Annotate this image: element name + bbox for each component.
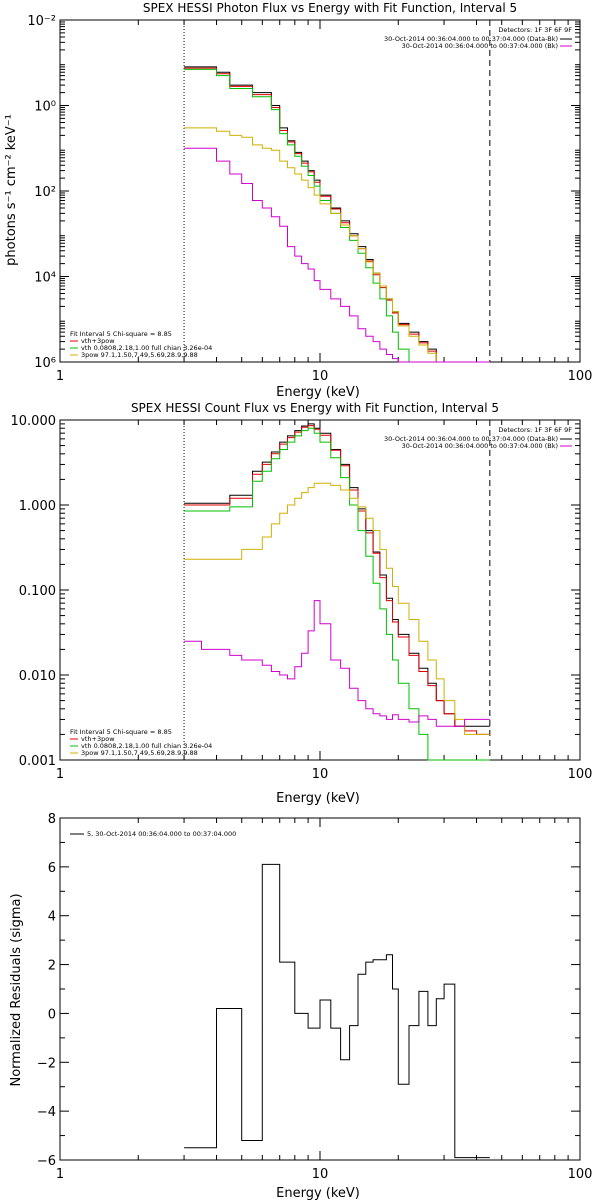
count-flux-title: SPEX HESSI Count Flux vs Energy with Fit… — [131, 401, 499, 415]
count-xtick-label: 100 — [568, 767, 593, 782]
photon-series-vth-3pow — [184, 67, 490, 363]
photon-series-bk — [184, 147, 490, 363]
count-series-bk — [184, 600, 490, 727]
resid-ytick-label: −2 — [37, 1056, 56, 1071]
photon-xtick-label: 100 — [568, 369, 593, 384]
resid-ytick-label: 6 — [48, 861, 56, 876]
resid-ytick-label: 2 — [48, 959, 56, 974]
photon-xtick-label: 10 — [312, 369, 329, 384]
photon-series-vth — [184, 68, 490, 363]
resid-ytick-label: 8 — [48, 812, 56, 827]
photon-ytick-label: 10⁻² — [27, 14, 56, 29]
count-xtick-label: 10 — [312, 767, 329, 782]
resid-xtick-label: 100 — [568, 1167, 593, 1182]
count-ytick-label: 0.100 — [19, 584, 56, 599]
residuals-ylabel: Normalized Residuals (sigma) — [9, 893, 24, 1086]
photon-flux-ylabel: photons s⁻¹ cm⁻² keV⁻¹ — [4, 114, 19, 266]
count-ytick-label: 1.000 — [19, 499, 56, 514]
photon-series-3pow — [184, 127, 490, 363]
resid-ytick-label: 0 — [48, 1007, 56, 1022]
photon-series-data-bk — [184, 66, 490, 363]
resid-xtick-label: 1 — [56, 1167, 64, 1182]
count-ytick-label: 10.000 — [11, 414, 57, 429]
photon-xtick-label: 1 — [56, 369, 64, 384]
count-flux-frame — [59, 419, 581, 761]
residuals-frame — [59, 817, 581, 1161]
photon-legend-entry: 30-Oct-2014 00:36:04.000 to 00:37:04.000… — [402, 42, 558, 50]
photon-fit-legend-entry: vth+3pow — [81, 337, 115, 345]
count-xtick-label: 1 — [56, 767, 64, 782]
photon-fit-legend-entry: 3pow 97.1,1.50,7.49,5.69,28.9,9.88 — [81, 351, 198, 359]
count-legend-entry: 30-Oct-2014 00:36:04.000 to 00:37:04.000… — [384, 435, 558, 443]
resid-ytick-label: −6 — [37, 1154, 56, 1169]
resid-ytick-label: −4 — [37, 1105, 56, 1120]
residuals-panel: Energy (keV) Normalized Residuals (sigma… — [9, 812, 592, 1200]
photon-flux-panel: SPEX HESSI Photon Flux vs Energy with Fi… — [4, 1, 592, 400]
count-fit-legend-header: Fit Interval 5 Chi-square = 8.85 — [70, 728, 172, 736]
count-legend-entry: 30-Oct-2014 00:36:04.000 to 00:37:04.000… — [402, 442, 558, 450]
photon-flux-title: SPEX HESSI Photon Flux vs Energy with Fi… — [143, 1, 517, 15]
count-ytick-label: 0.010 — [19, 669, 56, 684]
count-series-3pow — [184, 482, 490, 735]
count-ytick-label: 0.001 — [19, 754, 56, 769]
count-flux-xlabel: Energy (keV) — [276, 791, 360, 806]
photon-legend-header: Detectors: 1F 3F 6F 9F — [498, 26, 572, 34]
resid-legend-entry: 5, 30-Oct-2014 00:36:04.000 to 00:37:04.… — [87, 830, 236, 838]
resid-xtick-label: 10 — [312, 1167, 329, 1182]
resid-series-residuals — [184, 863, 490, 1159]
count-fit-legend-entry: vth+3pow — [81, 735, 115, 743]
residuals-xlabel: Energy (keV) — [276, 1186, 360, 1200]
photon-ytick-label: 10⁰ — [34, 100, 56, 115]
count-legend-header: Detectors: 1F 3F 6F 9F — [498, 426, 572, 434]
photon-ytick-label: 10² — [34, 185, 56, 200]
count-flux-panel: SPEX HESSI Count Flux vs Energy with Fit… — [11, 401, 593, 806]
photon-ytick-label: 10⁶ — [34, 356, 56, 371]
count-series-vth — [184, 427, 490, 761]
count-fit-legend-entry: vth 0.0808,2.18,1.00 full chian 3.26e-04 — [81, 742, 212, 750]
count-fit-legend-entry: 3pow 97.1,1.50,7.49,5.69,28.9,9.88 — [81, 749, 198, 757]
photon-fit-legend-header: Fit Interval 5 Chi-square = 8.85 — [70, 330, 172, 338]
photon-fit-legend-entry: vth 0.0808,2.18,1.00 full chian 3.26e-04 — [81, 344, 212, 352]
photon-flux-xlabel: Energy (keV) — [276, 385, 360, 400]
photon-ytick-label: 10⁴ — [34, 271, 56, 286]
resid-ytick-label: 4 — [48, 910, 56, 925]
photon-legend-entry: 30-Oct-2014 00:36:04.000 to 00:37:04.000… — [384, 35, 558, 43]
